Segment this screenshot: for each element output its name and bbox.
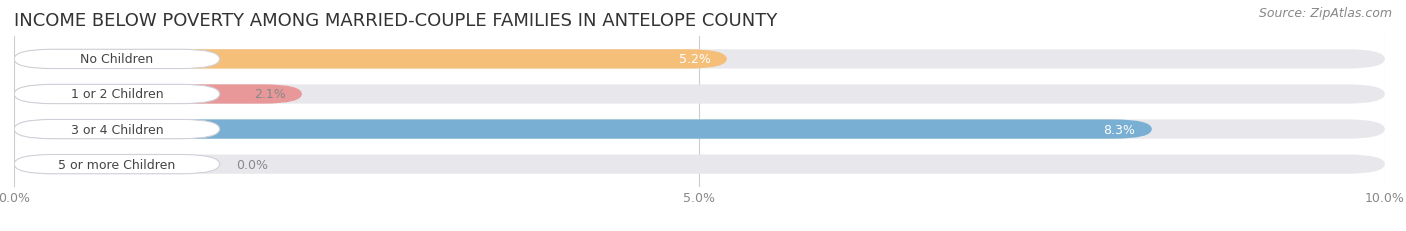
Text: 0.0%: 0.0% xyxy=(236,158,269,171)
Text: Source: ZipAtlas.com: Source: ZipAtlas.com xyxy=(1258,7,1392,20)
Text: No Children: No Children xyxy=(80,53,153,66)
Text: 3 or 4 Children: 3 or 4 Children xyxy=(70,123,163,136)
FancyBboxPatch shape xyxy=(14,155,1385,174)
Text: INCOME BELOW POVERTY AMONG MARRIED-COUPLE FAMILIES IN ANTELOPE COUNTY: INCOME BELOW POVERTY AMONG MARRIED-COUPL… xyxy=(14,12,778,30)
FancyBboxPatch shape xyxy=(14,50,219,69)
Text: 2.1%: 2.1% xyxy=(253,88,285,101)
FancyBboxPatch shape xyxy=(14,50,727,69)
FancyBboxPatch shape xyxy=(14,120,1152,139)
FancyBboxPatch shape xyxy=(14,120,219,139)
FancyBboxPatch shape xyxy=(14,50,1385,69)
FancyBboxPatch shape xyxy=(14,155,219,174)
FancyBboxPatch shape xyxy=(14,85,302,104)
FancyBboxPatch shape xyxy=(14,85,1385,104)
Text: 5 or more Children: 5 or more Children xyxy=(58,158,176,171)
FancyBboxPatch shape xyxy=(14,85,219,104)
Text: 1 or 2 Children: 1 or 2 Children xyxy=(70,88,163,101)
Text: 5.2%: 5.2% xyxy=(679,53,710,66)
FancyBboxPatch shape xyxy=(14,120,1385,139)
Text: 8.3%: 8.3% xyxy=(1104,123,1136,136)
